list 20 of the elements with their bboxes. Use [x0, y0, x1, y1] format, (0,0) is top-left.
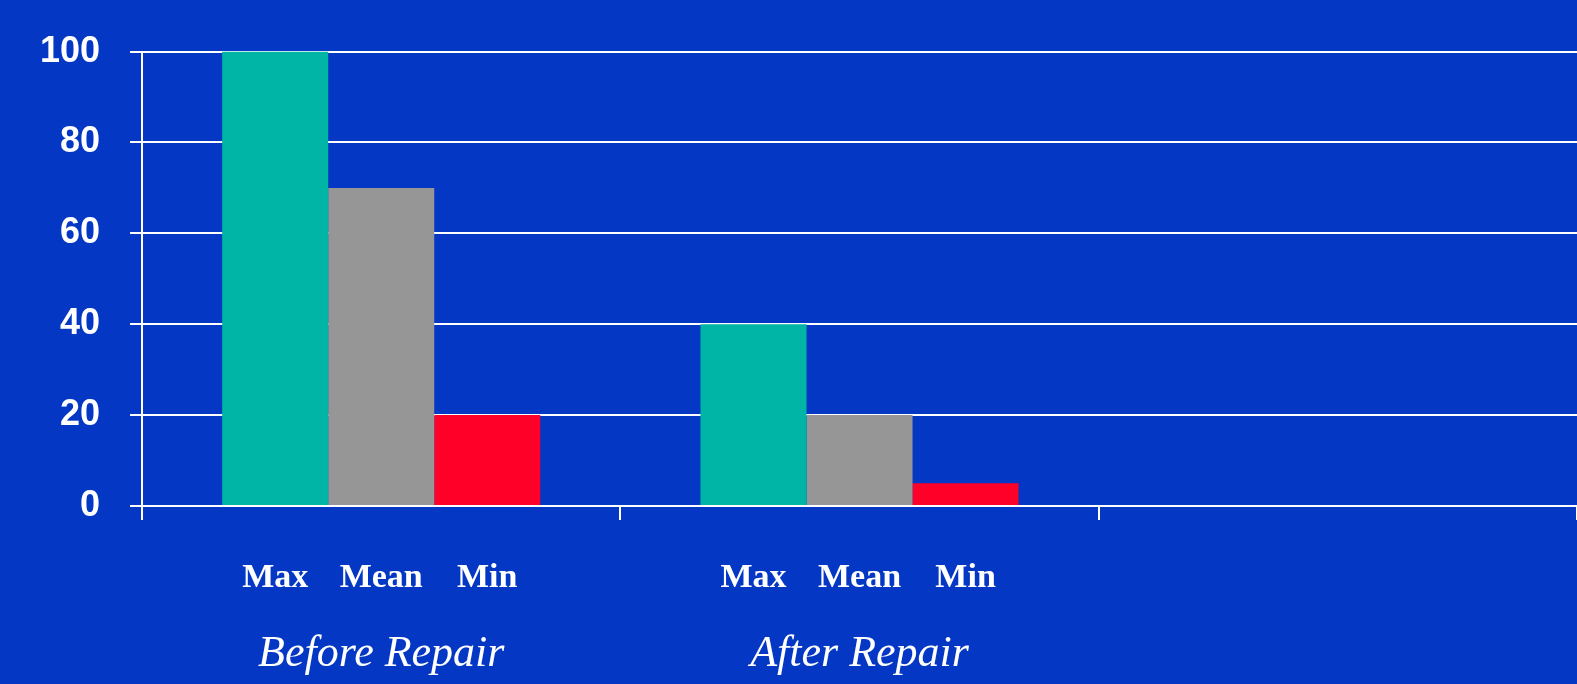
text: Max — [720, 556, 787, 594]
bar — [912, 483, 1019, 505]
text: Mean — [817, 556, 902, 594]
y-tick-label: 20 — [60, 392, 101, 434]
series-label: Mean — [339, 556, 423, 594]
y-tick-label: 0 — [80, 482, 101, 524]
bar — [222, 51, 329, 505]
text: Min — [935, 556, 996, 594]
bar — [700, 324, 807, 505]
y-tick-label: 60 — [60, 210, 101, 252]
x-tick-label: After Repair — [747, 626, 970, 676]
bar — [328, 187, 435, 505]
bar — [806, 415, 913, 505]
bar — [434, 415, 541, 505]
series-label: Min — [457, 556, 518, 594]
series-label: Max — [242, 556, 309, 594]
y-tick-label: 100 — [39, 28, 101, 70]
y-tick-label: 80 — [60, 119, 101, 161]
y-tick-label: 40 — [60, 301, 101, 343]
x-tick-label: Before Repair — [258, 626, 506, 676]
